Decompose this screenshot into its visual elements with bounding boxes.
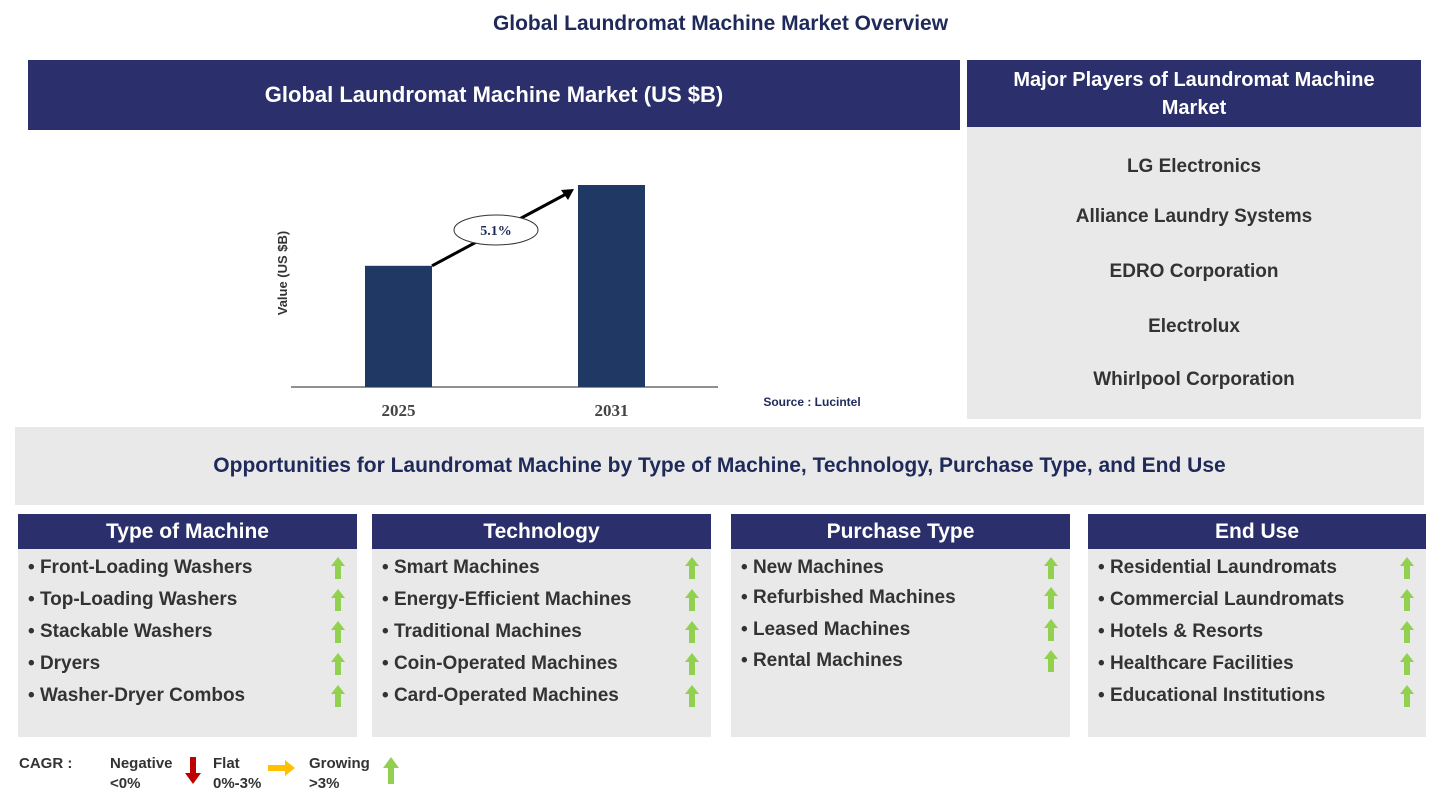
- y-axis-label: Value (US $B): [275, 231, 290, 316]
- list-item-label: Hotels & Resorts: [1109, 621, 1264, 642]
- chart-header: Global Laundromat Machine Market (US $B): [28, 60, 960, 130]
- list-item-label: Energy-Efficient Machines: [393, 589, 632, 610]
- list-item: • Healthcare Facilities: [1098, 653, 1416, 677]
- arrow-up-icon: [331, 557, 345, 579]
- list-item: • Leased Machines: [741, 619, 1060, 643]
- list-item: • Energy-Efficient Machines: [382, 589, 701, 613]
- list-item-label: Coin-Operated Machines: [393, 653, 618, 674]
- arrow-up-icon: [1044, 650, 1058, 672]
- list-item: • Residential Laundromats: [1098, 557, 1416, 581]
- cagr-label: 5.1%: [480, 224, 512, 239]
- list-item-label: Front-Loading Washers: [39, 557, 253, 578]
- list-item-label: Stackable Washers: [39, 621, 213, 642]
- players-header: Major Players of Laundromat Machine Mark…: [967, 60, 1421, 127]
- trend-arrow-head: [561, 189, 574, 200]
- legend-flat: Flat 0%-3%: [213, 754, 261, 794]
- list-item-label: Rental Machines: [752, 650, 903, 671]
- arrow-up-icon: [331, 589, 345, 611]
- arrow-up-icon: [1400, 653, 1414, 675]
- column-list: • Smart Machines • Energy-Efficient Machi…: [372, 549, 711, 737]
- arrow-up-icon: [685, 685, 699, 707]
- column-list: • Front-Loading Washers • Top-Loading Was…: [18, 549, 357, 737]
- arrow-down-icon: [185, 757, 201, 784]
- column-list: • Residential Laundromats • Commercial La…: [1088, 549, 1426, 737]
- list-item: • Traditional Machines: [382, 621, 701, 645]
- player-item: Electrolux: [1148, 316, 1240, 337]
- list-item: • Stackable Washers: [28, 621, 347, 645]
- players-list: LG Electronics Alliance Laundry Systems …: [967, 127, 1421, 419]
- list-item-label: Dryers: [39, 653, 101, 674]
- legend-negative-name: Negative: [110, 755, 173, 772]
- bar-2031: [578, 185, 645, 387]
- list-item: • Hotels & Resorts: [1098, 621, 1416, 645]
- player-item: Alliance Laundry Systems: [1075, 206, 1313, 227]
- player-item: EDRO Corporation: [1109, 261, 1279, 282]
- arrow-up-icon: [685, 589, 699, 611]
- column-header: Purchase Type: [731, 514, 1070, 549]
- list-item: • New Machines: [741, 557, 1060, 581]
- legend-flat-range: 0%-3%: [213, 775, 262, 792]
- list-item-label: Educational Institutions: [1109, 685, 1326, 706]
- legend-growing-name: Growing: [309, 755, 370, 772]
- cagr-bubble: [453, 214, 539, 246]
- list-item: • Rental Machines: [741, 650, 1060, 674]
- arrow-up-icon: [685, 653, 699, 675]
- legend-negative: Negative <0%: [110, 754, 173, 794]
- arrow-up-icon: [1400, 589, 1414, 611]
- legend-negative-range: <0%: [110, 775, 141, 792]
- arrow-up-icon: [1400, 685, 1414, 707]
- column-list: • New Machines • Refurbished Machines • Le…: [731, 549, 1070, 737]
- list-item: • Washer-Dryer Combos: [28, 685, 347, 709]
- list-item: • Coin-Operated Machines: [382, 653, 701, 677]
- player-item: LG Electronics: [1126, 156, 1262, 177]
- list-item: • Dryers: [28, 653, 347, 677]
- list-item: • Top-Loading Washers: [28, 589, 347, 613]
- list-item: • Educational Institutions: [1098, 685, 1416, 709]
- list-item: • Smart Machines: [382, 557, 701, 581]
- list-item-label: Commercial Laundromats: [1109, 589, 1345, 610]
- list-item: • Card-Operated Machines: [382, 685, 701, 709]
- column-header: End Use: [1088, 514, 1426, 549]
- source-label: Source : Lucintel: [763, 395, 860, 409]
- legend-growing: Growing >3%: [309, 754, 370, 794]
- legend-flat-name: Flat: [213, 755, 240, 772]
- x-tick-label: 2031: [595, 401, 629, 420]
- list-item-label: New Machines: [752, 557, 884, 578]
- player-item: Whirlpool Corporation: [1093, 369, 1295, 390]
- column-header: Type of Machine: [18, 514, 357, 549]
- list-item: • Front-Loading Washers: [28, 557, 347, 581]
- arrow-up-icon: [1400, 557, 1414, 579]
- list-item-label: Washer-Dryer Combos: [39, 685, 246, 706]
- list-item-label: Leased Machines: [752, 619, 911, 640]
- list-item: • Refurbished Machines: [741, 587, 1060, 611]
- opportunities-banner: Opportunities for Laundromat Machine by …: [15, 427, 1424, 505]
- arrow-up-icon: [383, 757, 399, 784]
- arrow-up-icon: [1044, 619, 1058, 641]
- legend-label: CAGR :: [19, 755, 73, 772]
- arrow-up-icon: [331, 621, 345, 643]
- arrow-up-icon: [1044, 587, 1058, 609]
- x-tick-label: 2025: [382, 401, 416, 420]
- list-item-label: Refurbished Machines: [752, 587, 956, 608]
- arrow-up-icon: [1044, 557, 1058, 579]
- list-item-label: Traditional Machines: [393, 621, 582, 642]
- list-item-label: Card-Operated Machines: [393, 685, 619, 706]
- list-item-label: Residential Laundromats: [1109, 557, 1337, 578]
- arrow-up-icon: [331, 685, 345, 707]
- list-item-label: Healthcare Facilities: [1109, 653, 1294, 674]
- page-title: Global Laundromat Machine Market Overvie…: [492, 12, 949, 35]
- list-item: • Commercial Laundromats: [1098, 589, 1416, 613]
- list-item-label: Smart Machines: [393, 557, 540, 578]
- arrow-up-icon: [685, 557, 699, 579]
- arrow-up-icon: [331, 653, 345, 675]
- bar-2025: [365, 265, 432, 387]
- arrow-up-icon: [685, 621, 699, 643]
- bar-chart: Value (US $B) 2025 2031 5.1% Source : Luc…: [275, 185, 861, 420]
- arrow-up-icon: [1400, 621, 1414, 643]
- legend-growing-range: >3%: [309, 775, 340, 792]
- column-header: Technology: [372, 514, 711, 549]
- arrow-right-icon: [268, 760, 295, 776]
- list-item-label: Top-Loading Washers: [39, 589, 238, 610]
